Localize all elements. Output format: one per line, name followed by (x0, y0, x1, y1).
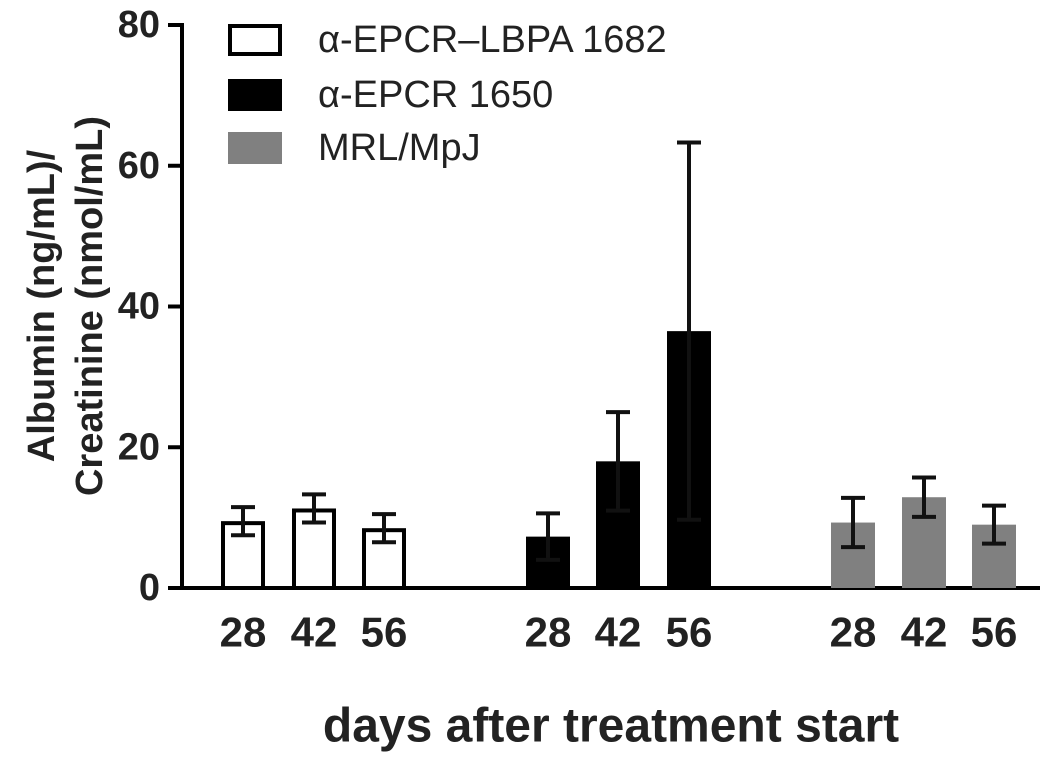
y-ticks: 0 20 40 60 80 (118, 4, 182, 609)
x-tick-labels: 28 42 56 28 42 56 28 42 56 (220, 609, 1018, 656)
error-bar (302, 492, 326, 525)
x-tick-label: 28 (220, 609, 267, 656)
bars (221, 140, 1016, 591)
y-axis-title-line2: Creatinine (nmol/mL) (69, 116, 111, 496)
x-axis-title: days after treatment start (323, 700, 899, 753)
error-bar (912, 475, 936, 519)
error-bar (841, 495, 865, 550)
y-axis-title-line1: Albumin (ng/mL)/ (21, 149, 63, 462)
y-tick-label: 80 (118, 4, 160, 46)
legend-label: α-EPCR 1650 (318, 74, 553, 116)
error-bar (536, 511, 560, 562)
x-tick-label: 28 (525, 609, 572, 656)
x-tick-label: 56 (971, 609, 1018, 656)
error-bar (982, 503, 1006, 546)
y-tick-label: 20 (118, 426, 160, 468)
error-bar (606, 410, 630, 513)
legend-swatch (228, 132, 282, 164)
x-tick-label: 56 (361, 609, 408, 656)
error-bar (231, 505, 255, 538)
error-bar (677, 140, 701, 522)
y-tick-label: 0 (139, 567, 160, 609)
legend-label: α-EPCR–LBPA 1682 (318, 19, 667, 61)
legend-swatch (228, 79, 282, 111)
legend-swatch (228, 24, 282, 56)
legend-label: MRL/MpJ (318, 127, 481, 169)
x-tick-label: 56 (666, 609, 713, 656)
x-tick-label: 42 (901, 609, 948, 656)
x-tick-label: 28 (830, 609, 877, 656)
error-bar (372, 512, 396, 545)
y-tick-label: 60 (118, 145, 160, 187)
legend-item: α-EPCR–LBPA 1682 (228, 19, 667, 61)
x-tick-label: 42 (291, 609, 338, 656)
legend-item: α-EPCR 1650 (228, 74, 553, 116)
y-tick-label: 40 (118, 286, 160, 328)
legend: α-EPCR–LBPA 1682 α-EPCR 1650 MRL/MpJ (228, 19, 667, 169)
legend-item: MRL/MpJ (228, 127, 481, 169)
x-tick-label: 42 (595, 609, 642, 656)
